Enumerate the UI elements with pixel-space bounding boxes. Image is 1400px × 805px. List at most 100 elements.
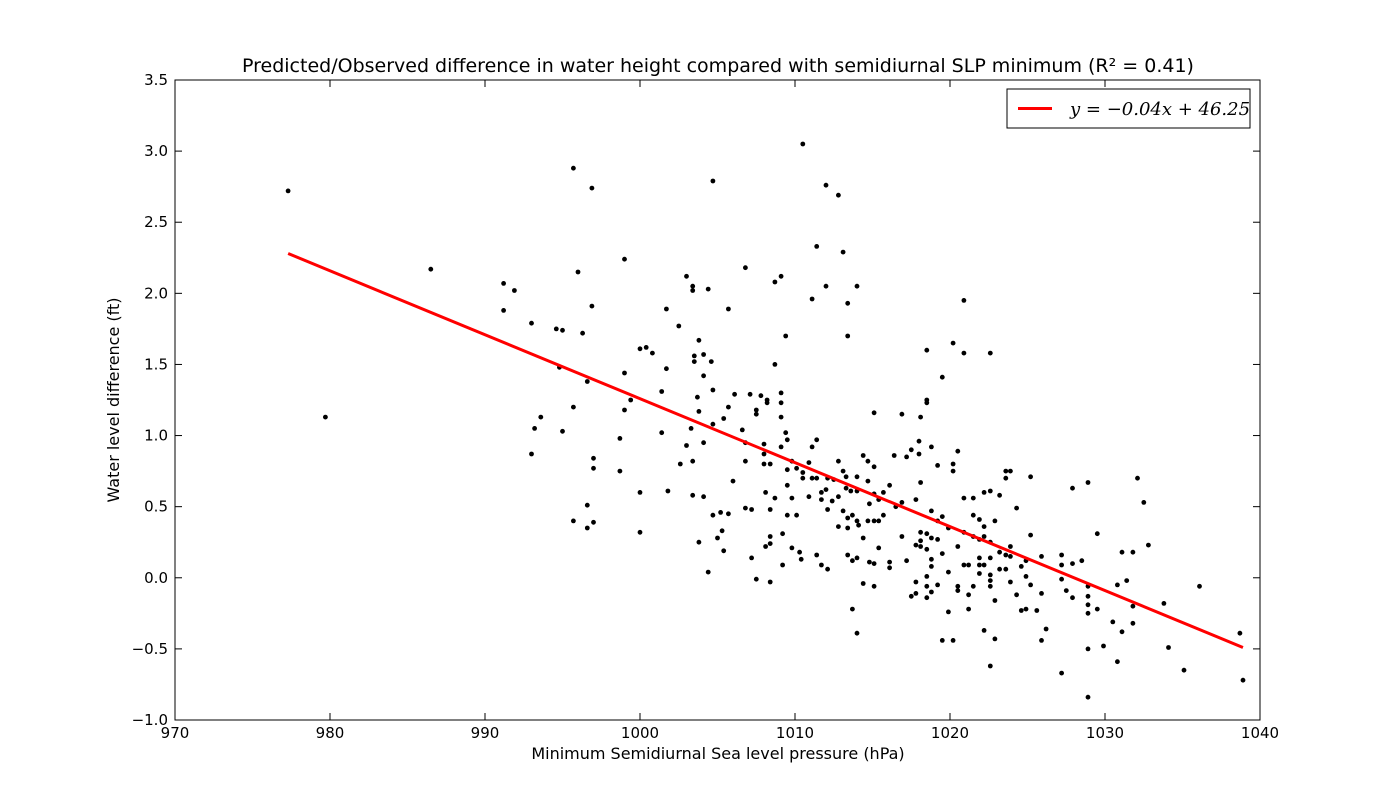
data-point (840, 468, 846, 474)
data-point (977, 555, 982, 561)
data-point (665, 488, 671, 494)
data-point (924, 583, 930, 589)
x-tick-label: 970 (161, 724, 190, 742)
data-point (970, 495, 976, 501)
data-point (871, 410, 877, 416)
data-point (1240, 677, 1246, 683)
data-point (809, 296, 815, 302)
y-tick-label: 0.5 (144, 498, 168, 516)
data-point (763, 544, 768, 549)
data-point (860, 453, 866, 458)
data-point (871, 464, 877, 470)
data-point (829, 498, 835, 504)
data-point (899, 411, 905, 417)
data-point (840, 249, 846, 255)
data-point (1008, 579, 1013, 585)
data-point (929, 535, 934, 541)
data-point (929, 589, 934, 595)
data-point (1085, 610, 1091, 616)
data-point (987, 583, 993, 589)
data-point (622, 370, 627, 376)
data-point (819, 490, 824, 495)
y-tick-label: −0.5 (132, 640, 168, 658)
data-point (696, 539, 702, 545)
data-point (819, 562, 824, 568)
data-point (924, 400, 930, 406)
data-point (966, 592, 971, 598)
data-point (617, 468, 623, 474)
data-point (916, 451, 922, 457)
data-point (899, 500, 905, 505)
y-tick-label: 1.0 (144, 427, 168, 445)
data-point (992, 636, 998, 642)
data-point (966, 562, 971, 568)
data-point (924, 546, 930, 552)
data-point (1014, 592, 1019, 598)
data-point (761, 461, 767, 467)
data-point (553, 326, 559, 332)
data-point (691, 353, 697, 359)
data-point (1003, 475, 1009, 481)
data-point (1008, 554, 1013, 559)
data-point (798, 556, 804, 562)
data-point (946, 569, 951, 575)
data-point (1070, 561, 1075, 566)
data-point (836, 458, 841, 464)
data-point (913, 542, 919, 548)
data-point (749, 507, 754, 512)
data-point (789, 545, 795, 551)
data-point (823, 283, 829, 289)
data-point (970, 583, 976, 589)
data-point (719, 528, 725, 534)
data-point (428, 266, 434, 272)
data-point (845, 515, 851, 521)
data-point (584, 525, 590, 531)
data-point (929, 556, 934, 562)
data-point (529, 320, 534, 326)
data-point (701, 352, 706, 357)
data-point (784, 467, 790, 473)
data-point (664, 366, 669, 372)
data-point (571, 165, 576, 171)
data-point (690, 492, 696, 498)
data-point (778, 390, 784, 396)
data-point (726, 306, 731, 312)
data-point (684, 443, 689, 448)
data-point (701, 373, 706, 379)
data-point (1018, 608, 1024, 613)
data-point (1023, 606, 1029, 612)
data-point (690, 458, 696, 464)
data-point (997, 549, 1002, 555)
data-point (778, 444, 784, 450)
data-point (800, 470, 806, 475)
data-point (1003, 552, 1009, 558)
data-point (935, 582, 940, 588)
data-point (1059, 552, 1064, 558)
data-point (981, 562, 987, 568)
data-point (1115, 582, 1120, 588)
data-point (688, 426, 694, 431)
y-axis-label: Water level difference (ft) (104, 297, 123, 502)
data-point (867, 559, 872, 565)
data-point (809, 444, 815, 450)
data-point (739, 427, 745, 433)
regression-line (287, 252, 1244, 649)
data-point (767, 541, 773, 546)
data-point (860, 581, 866, 586)
data-point (823, 182, 829, 188)
data-point (747, 391, 753, 397)
data-point (783, 430, 789, 436)
data-point (794, 465, 799, 471)
data-point (763, 490, 768, 495)
data-point (908, 593, 914, 599)
legend-fit-line-label: y = −0.04x + 46.25 (1069, 99, 1250, 120)
data-point (575, 269, 581, 275)
data-point (913, 497, 919, 502)
data-point (961, 562, 967, 568)
data-point (767, 534, 773, 539)
data-point (1130, 549, 1136, 555)
data-point (560, 428, 565, 434)
data-point (1085, 646, 1091, 652)
data-point (1135, 475, 1140, 481)
x-tick-label: 1040 (1241, 724, 1279, 742)
